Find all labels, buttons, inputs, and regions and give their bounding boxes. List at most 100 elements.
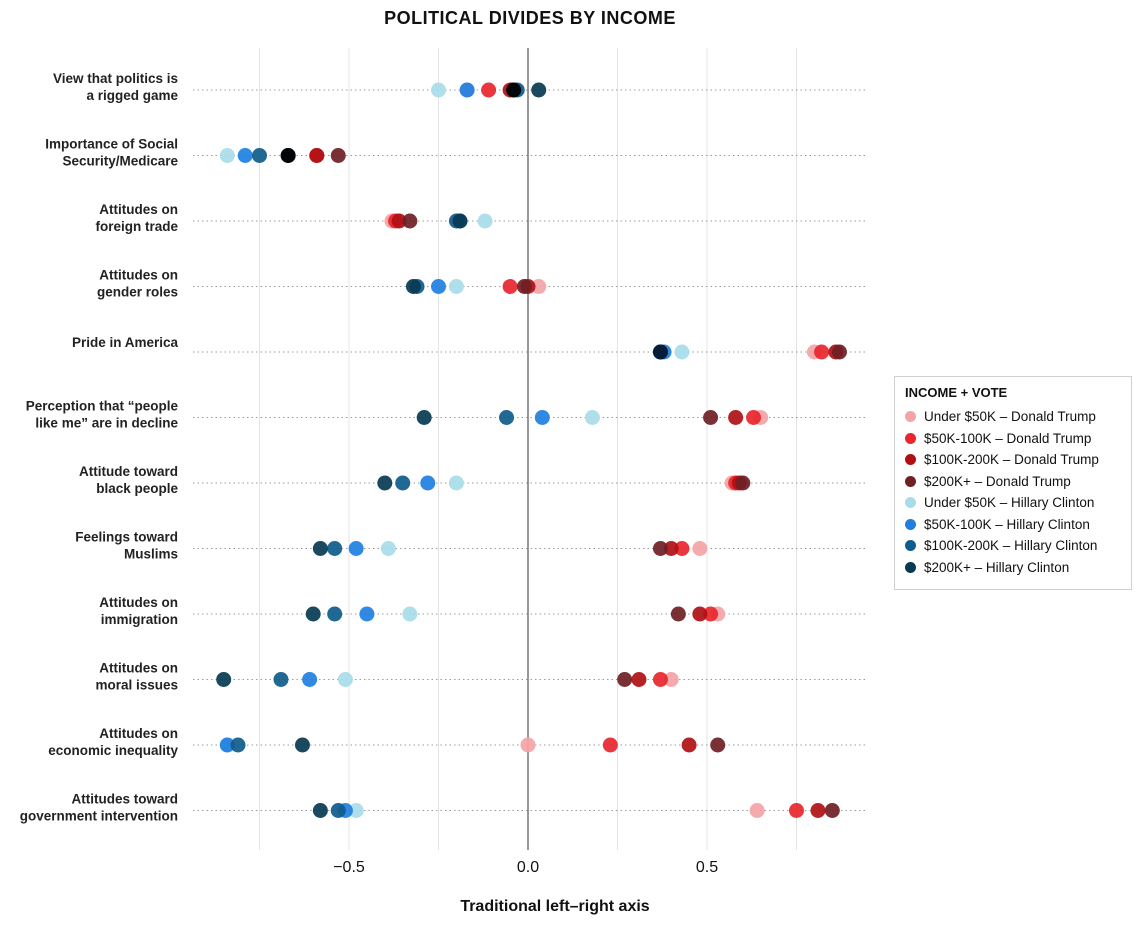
data-point [506, 82, 522, 98]
data-point [703, 606, 719, 622]
data-point [746, 410, 762, 425]
category-label: Attitudes on economic inequality [48, 726, 178, 758]
data-point [252, 148, 267, 163]
legend-item: Under $50K – Hillary Clinton [905, 492, 1121, 514]
data-point [280, 148, 296, 163]
data-point [789, 803, 804, 818]
data-point [674, 541, 690, 556]
legend-item: $200K+ – Donald Trump [905, 471, 1121, 493]
data-point [824, 803, 840, 818]
data-point [294, 737, 310, 753]
legend-label: $100K-200K – Hillary Clinton [924, 538, 1098, 554]
data-point [477, 213, 493, 229]
data-point [814, 344, 830, 360]
legend-swatch [905, 518, 916, 530]
data-point [327, 541, 343, 556]
legend-items: Under $50K – Donald Trump $50K-100K – Don… [905, 406, 1121, 578]
category-label: Attitudes on foreign trade [95, 202, 178, 234]
data-point [395, 475, 411, 491]
legend-label: $200K+ – Hillary Clinton [924, 559, 1070, 575]
data-point [302, 672, 318, 687]
category-label: Feelings toward Muslims [75, 530, 178, 562]
legend-label: Under $50K – Donald Trump [924, 409, 1096, 425]
data-point [584, 410, 600, 425]
data-point [391, 213, 407, 229]
legend-item: $50K-100K – Donald Trump [905, 428, 1121, 450]
data-point [448, 475, 464, 491]
data-point [420, 475, 436, 491]
category-label: Attitude toward black people [79, 464, 178, 496]
x-tick-label: 0.5 [696, 859, 718, 876]
data-point [305, 606, 321, 622]
data-point [831, 344, 847, 360]
data-point [663, 541, 679, 556]
data-point [377, 475, 393, 491]
data-point [312, 803, 328, 818]
data-point [216, 672, 232, 687]
data-point [631, 672, 647, 687]
category-label: Attitudes on moral issues [95, 661, 178, 693]
data-point [520, 737, 536, 753]
data-point [448, 279, 464, 294]
legend-label: $100K-200K – Donald Trump [924, 452, 1099, 468]
legend-swatch [905, 475, 916, 487]
data-point [359, 606, 375, 622]
data-point [327, 606, 343, 622]
data-point [663, 672, 679, 687]
data-point [670, 606, 686, 622]
data-point [309, 148, 325, 163]
data-point [219, 737, 235, 753]
data-point [602, 737, 618, 753]
data-point [337, 672, 353, 687]
data-point [534, 410, 550, 425]
data-point [431, 82, 446, 98]
data-point [749, 803, 765, 818]
data-point [681, 737, 697, 753]
data-point [652, 344, 668, 360]
data-point [273, 672, 289, 687]
data-point [674, 344, 690, 360]
legend-item: $200K+ – Hillary Clinton [905, 557, 1121, 579]
data-point [531, 82, 547, 98]
data-point [516, 279, 532, 294]
category-label: Perception that “people like me” are in d… [26, 399, 179, 431]
legend-label: Under $50K – Hillary Clinton [924, 495, 1095, 511]
data-point [617, 672, 633, 687]
legend-swatch [905, 561, 916, 573]
legend-item: $50K-100K – Hillary Clinton [905, 514, 1121, 536]
data-point [402, 213, 418, 229]
data-point [692, 606, 708, 622]
category-label: Attitudes toward government intervention [20, 792, 178, 824]
data-point [703, 410, 719, 425]
legend-item: Under $50K – Donald Trump [905, 406, 1121, 428]
data-point [330, 148, 346, 163]
x-tick-label: −0.5 [333, 859, 365, 876]
x-axis-label: Traditional left–right axis [460, 898, 650, 915]
legend-swatch [905, 540, 916, 552]
category-label: Attitudes on immigration [99, 595, 178, 627]
data-point [330, 803, 346, 818]
category-label: Importance of Social Security/Medicare [45, 137, 178, 169]
data-point [692, 541, 708, 556]
category-label: View that politics is a rigged game [53, 71, 179, 103]
legend-swatch [905, 411, 916, 423]
data-point [502, 279, 518, 294]
data-point [402, 606, 418, 622]
data-point [810, 803, 826, 818]
data-point [237, 148, 253, 163]
data-point [380, 541, 396, 556]
data-point [405, 279, 421, 294]
legend: INCOME + VOTE Under $50K – Donald Trump $… [894, 376, 1132, 590]
category-label: Attitudes on gender roles [97, 268, 178, 300]
data-point [219, 148, 235, 163]
data-point [652, 672, 668, 687]
legend-title: INCOME + VOTE [905, 385, 1008, 400]
data-point [652, 541, 668, 556]
data-point [312, 541, 328, 556]
legend-label: $200K+ – Donald Trump [924, 473, 1071, 489]
legend-item: $100K-200K – Donald Trump [905, 449, 1121, 471]
data-point [531, 279, 547, 294]
data-point [459, 82, 475, 98]
legend-label: $50K-100K – Hillary Clinton [924, 516, 1090, 532]
